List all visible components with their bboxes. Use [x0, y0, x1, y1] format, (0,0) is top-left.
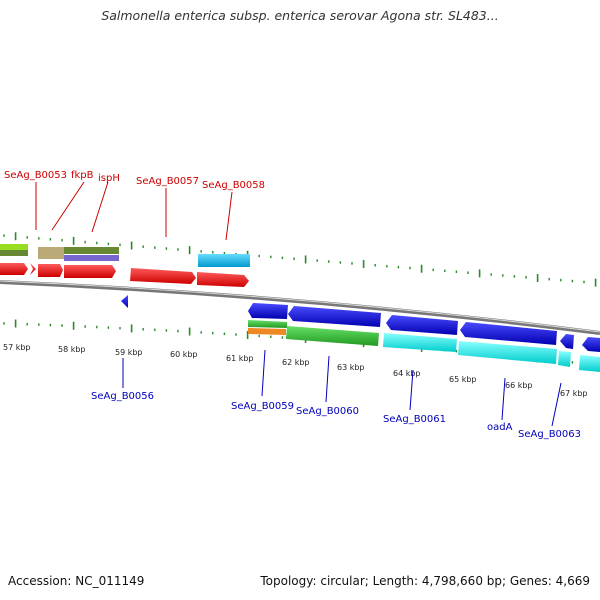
- feature-cyan-4: [579, 355, 600, 372]
- gene-label-seag-b0056[interactable]: SeAg_B0056: [91, 391, 154, 402]
- cds-seag-b0063: [582, 337, 600, 352]
- scale-label: 64 kbp: [393, 369, 421, 378]
- feature-cyan-3: [558, 351, 571, 367]
- cds-small-2: [560, 334, 574, 349]
- scale-label-group: 57 kbp 58 kbp 59 kbp 60 kbp 61 kbp 62 kbp 63 k…: [3, 343, 588, 398]
- gene-label-seag-b0059[interactable]: SeAg_B0059: [231, 401, 294, 412]
- feature-orange-1: [248, 328, 286, 335]
- feature-olive-bar-2: [64, 247, 119, 254]
- gene-label-seag-b0053[interactable]: SeAg_B0053: [4, 170, 67, 181]
- scale-label: 63 kbp: [337, 363, 365, 372]
- scale-label: 62 kbp: [282, 358, 310, 367]
- gene-label-fkpb[interactable]: fkpB: [71, 170, 94, 181]
- cds-blue-1: [248, 303, 288, 319]
- feature-cyan-1: [383, 333, 457, 352]
- reverse-gene-labels: SeAg_B0056 SeAg_B0059 SeAg_B0060 SeAg_B0…: [91, 349, 581, 440]
- scale-label: 65 kbp: [449, 375, 477, 384]
- scale-label: 60 kbp: [170, 350, 198, 359]
- scale-label: 61 kbp: [226, 354, 254, 363]
- cds-seag-b0057: [130, 268, 196, 284]
- feature-green-2: [286, 326, 379, 346]
- gene-label-oada[interactable]: oadA: [487, 422, 513, 433]
- genome-summary-text: Topology: circular; Length: 4,798,660 bp…: [260, 574, 590, 588]
- scale-label: 59 kbp: [115, 348, 143, 357]
- cds-seag-b0060: [288, 306, 381, 327]
- forward-feature-track: [0, 244, 250, 287]
- accession-text: Accession: NC_011149: [8, 574, 145, 588]
- scale-label: 66 kbp: [505, 381, 533, 390]
- gene-label-isph[interactable]: ispH: [98, 173, 120, 184]
- scale-label: 67 kbp: [560, 389, 588, 398]
- gene-label-seag-b0058[interactable]: SeAg_B0058: [202, 180, 265, 191]
- cds-small-1: [30, 263, 36, 275]
- cds-oada: [460, 322, 557, 345]
- cds-fkpb: [38, 264, 63, 277]
- gene-label-seag-b0060[interactable]: SeAg_B0060: [296, 406, 359, 417]
- scale-label: 57 kbp: [3, 343, 31, 352]
- scale-label: 58 kbp: [58, 345, 86, 354]
- cds-seag-b0053: [0, 263, 28, 275]
- gene-label-seag-b0063[interactable]: SeAg_B0063: [518, 429, 581, 440]
- cds-isph: [64, 265, 116, 278]
- cds-seag-b0056: [121, 295, 128, 308]
- feature-green-1: [248, 320, 287, 328]
- gene-label-seag-b0057[interactable]: SeAg_B0057: [136, 176, 199, 187]
- gene-label-seag-b0061[interactable]: SeAg_B0061: [383, 414, 446, 425]
- forward-gene-labels: SeAg_B0053 fkpB ispH SeAg_B0057 SeAg_B00…: [4, 170, 265, 241]
- feature-purple-bar: [64, 255, 119, 261]
- feature-khaki-bar: [38, 247, 64, 259]
- feature-cyan-2: [458, 341, 557, 364]
- cds-seag-b0058-arrow: [197, 272, 249, 287]
- genome-backbone: [0, 280, 600, 335]
- reverse-feature-track: [121, 295, 600, 372]
- cds-seag-b0061: [386, 315, 458, 335]
- map-title: Salmonella enterica subsp. enterica sero…: [101, 8, 499, 23]
- feature-lime-bar: [0, 244, 28, 250]
- cds-seag-b0058: [198, 254, 250, 267]
- feature-olive-bar: [0, 250, 28, 256]
